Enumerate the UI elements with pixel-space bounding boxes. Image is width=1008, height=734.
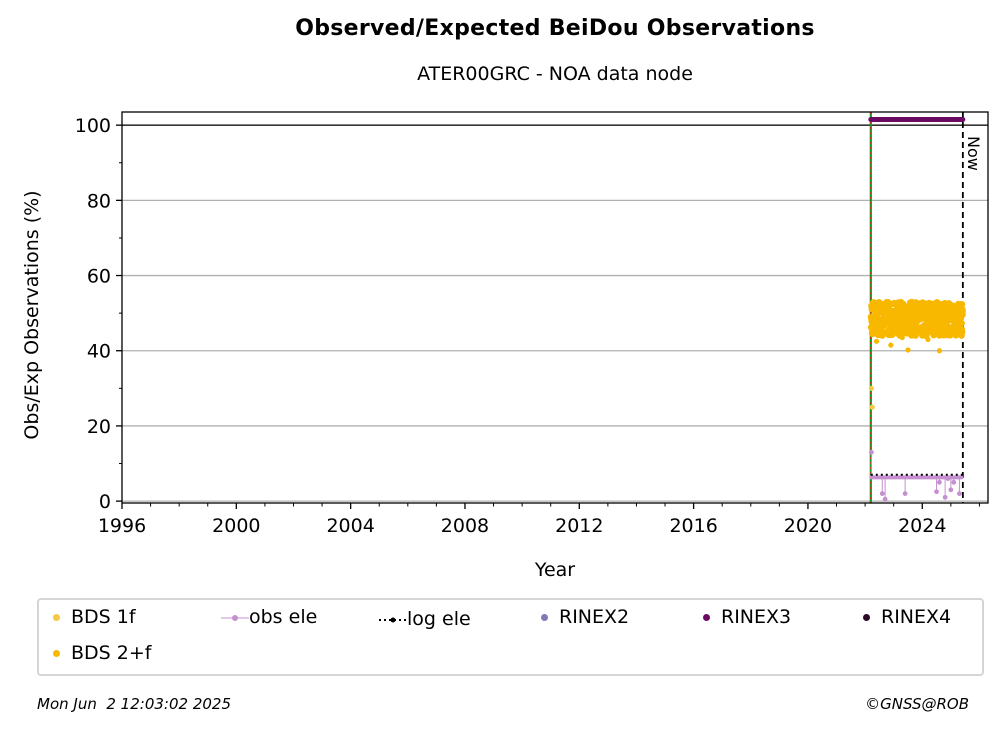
y-axis-label: Obs/Exp Observations (%) <box>21 190 43 439</box>
plot-frame <box>121 111 989 504</box>
log-ele-marker-icon <box>379 617 407 622</box>
footer-credit: ©GNSS@ROB <box>865 695 969 713</box>
bds-2f-point <box>953 333 960 339</box>
x-tick-label: 2024 <box>898 515 946 537</box>
bds-2f-point <box>888 342 894 348</box>
rinex4-marker-icon <box>863 614 870 621</box>
obs-ele-point <box>937 479 942 485</box>
x-tick-label: 2004 <box>326 515 374 537</box>
grid-layer <box>122 124 988 502</box>
y-tick-label: 60 <box>87 266 111 288</box>
legend-item-obs-ele: obs ele <box>221 606 317 628</box>
obs-ele-marker-icon <box>221 614 249 621</box>
x-tick-label: 2012 <box>555 515 603 537</box>
y-tick-label: 100 <box>75 115 111 137</box>
chart-plot: 0 20 40 60 80 100 1996 2000 2004 2008 2012 2016 2020… <box>21 111 989 581</box>
rinex2-marker-icon <box>541 614 548 621</box>
bds-2f-marker-icon <box>53 650 60 657</box>
obs-ele-point <box>879 491 885 497</box>
legend-item-bds-2f: BDS 2+f <box>53 642 151 664</box>
x-tick-label: 2008 <box>441 515 489 537</box>
bds-2f-point <box>958 319 965 327</box>
bds-1f-point <box>868 385 874 391</box>
bds-2f-point <box>899 334 905 341</box>
x-tick-label: 1996 <box>98 515 146 537</box>
legend-item-rinex3: RINEX3 <box>703 606 791 628</box>
obs-ele-point <box>945 476 951 481</box>
bds-2f-point <box>873 338 880 344</box>
rinex3-marker-icon <box>703 614 710 621</box>
x-tick-label: 2000 <box>212 515 260 537</box>
obs-ele-point <box>882 496 888 502</box>
obs-ele-point <box>942 494 948 500</box>
legend-item-log-ele: log ele <box>379 608 471 630</box>
obs-ele-point <box>957 491 962 497</box>
y-tick-label: 80 <box>87 190 111 212</box>
bds-2f-point <box>925 336 931 343</box>
bds-2f-point <box>959 328 966 336</box>
x-tick-label: 2020 <box>784 515 832 537</box>
obs-ele-point <box>948 487 954 493</box>
bds-2f-point <box>905 347 911 353</box>
legend: BDS 1f obs ele log ele RINEX2 RINEX3 RIN… <box>37 598 984 676</box>
x-tick-label: 2016 <box>669 515 717 537</box>
bds-2f-point <box>958 301 966 308</box>
obs-ele-point <box>959 475 964 480</box>
axis-layer: 0 20 40 60 80 100 1996 2000 2004 2008 2012 2016 2020… <box>75 115 980 537</box>
legend-item-bds-1f: BDS 1f <box>53 606 136 628</box>
legend-item-rinex2: RINEX2 <box>541 606 629 628</box>
bds-2f-point <box>936 348 943 354</box>
bds-1f-marker-icon <box>53 614 60 621</box>
data-layer <box>122 112 988 503</box>
footer-timestamp: Mon Jun 2 12:03:02 2025 <box>37 695 231 713</box>
obs-ele-point <box>868 449 874 455</box>
obs-ele-point <box>951 479 957 485</box>
chart-subtitle: ATER00GRC - NOA data node <box>417 63 693 85</box>
bds-1f-point <box>869 404 875 410</box>
x-axis-label: Year <box>534 559 575 581</box>
y-tick-label: 40 <box>87 341 111 363</box>
y-tick-label: 20 <box>87 416 111 438</box>
bds-2f-point <box>959 308 966 315</box>
obs-ele-point <box>934 489 939 495</box>
y-tick-label: 0 <box>99 491 111 513</box>
now-label: Now <box>964 136 983 171</box>
legend-item-rinex4: RINEX4 <box>863 606 951 628</box>
chart-title: Observed/Expected BeiDou Observations <box>295 16 815 41</box>
obs-ele-point <box>902 491 908 497</box>
